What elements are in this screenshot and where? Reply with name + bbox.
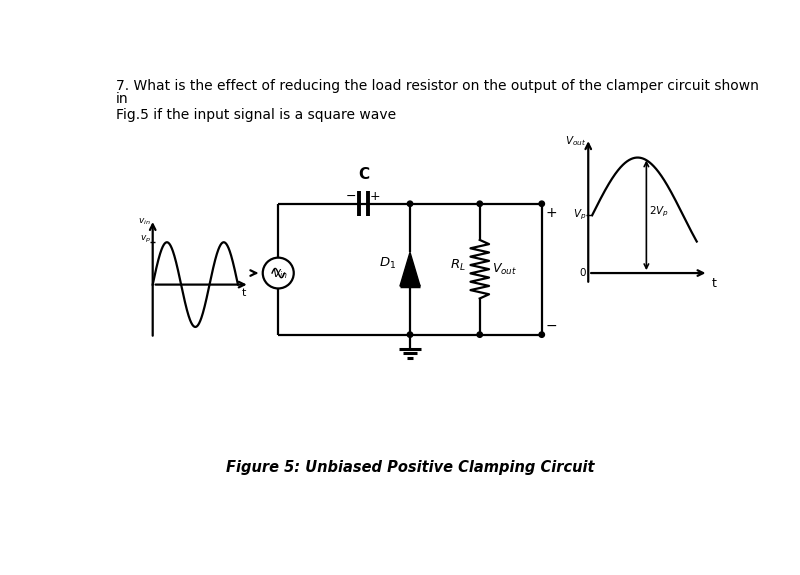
Text: 7. What is the effect of reducing the load resistor on the output of the clamper: 7. What is the effect of reducing the lo…: [115, 79, 758, 93]
Circle shape: [407, 201, 413, 206]
Text: 0: 0: [579, 268, 586, 278]
Text: −: −: [346, 190, 356, 203]
Polygon shape: [400, 252, 420, 286]
Text: t: t: [711, 277, 716, 290]
Text: −: −: [546, 319, 558, 332]
Circle shape: [477, 201, 482, 206]
Text: $2V_p$: $2V_p$: [650, 204, 670, 218]
Text: Fig.5 if the input signal is a square wave: Fig.5 if the input signal is a square wa…: [115, 108, 396, 121]
Text: in: in: [115, 92, 128, 106]
Text: $V_{out}$: $V_{out}$: [492, 262, 518, 277]
Circle shape: [539, 201, 545, 206]
Text: $v_p$: $v_p$: [140, 235, 151, 246]
Circle shape: [407, 332, 413, 338]
Circle shape: [539, 332, 545, 338]
Text: $D_1$: $D_1$: [379, 255, 396, 271]
Text: $V_{in}$: $V_{in}$: [273, 268, 289, 282]
Text: t: t: [242, 289, 246, 298]
Text: $v_{in}$: $v_{in}$: [138, 217, 151, 227]
Text: +: +: [370, 190, 380, 203]
Circle shape: [477, 332, 482, 338]
Text: $V_p$: $V_p$: [573, 208, 586, 223]
Text: Figure 5: Unbiased Positive Clamping Circuit: Figure 5: Unbiased Positive Clamping Cir…: [226, 459, 594, 474]
Text: +: +: [546, 206, 558, 220]
Text: $R_L$: $R_L$: [450, 258, 466, 273]
Text: $V_{out}$: $V_{out}$: [565, 135, 586, 148]
Text: C: C: [358, 167, 369, 182]
